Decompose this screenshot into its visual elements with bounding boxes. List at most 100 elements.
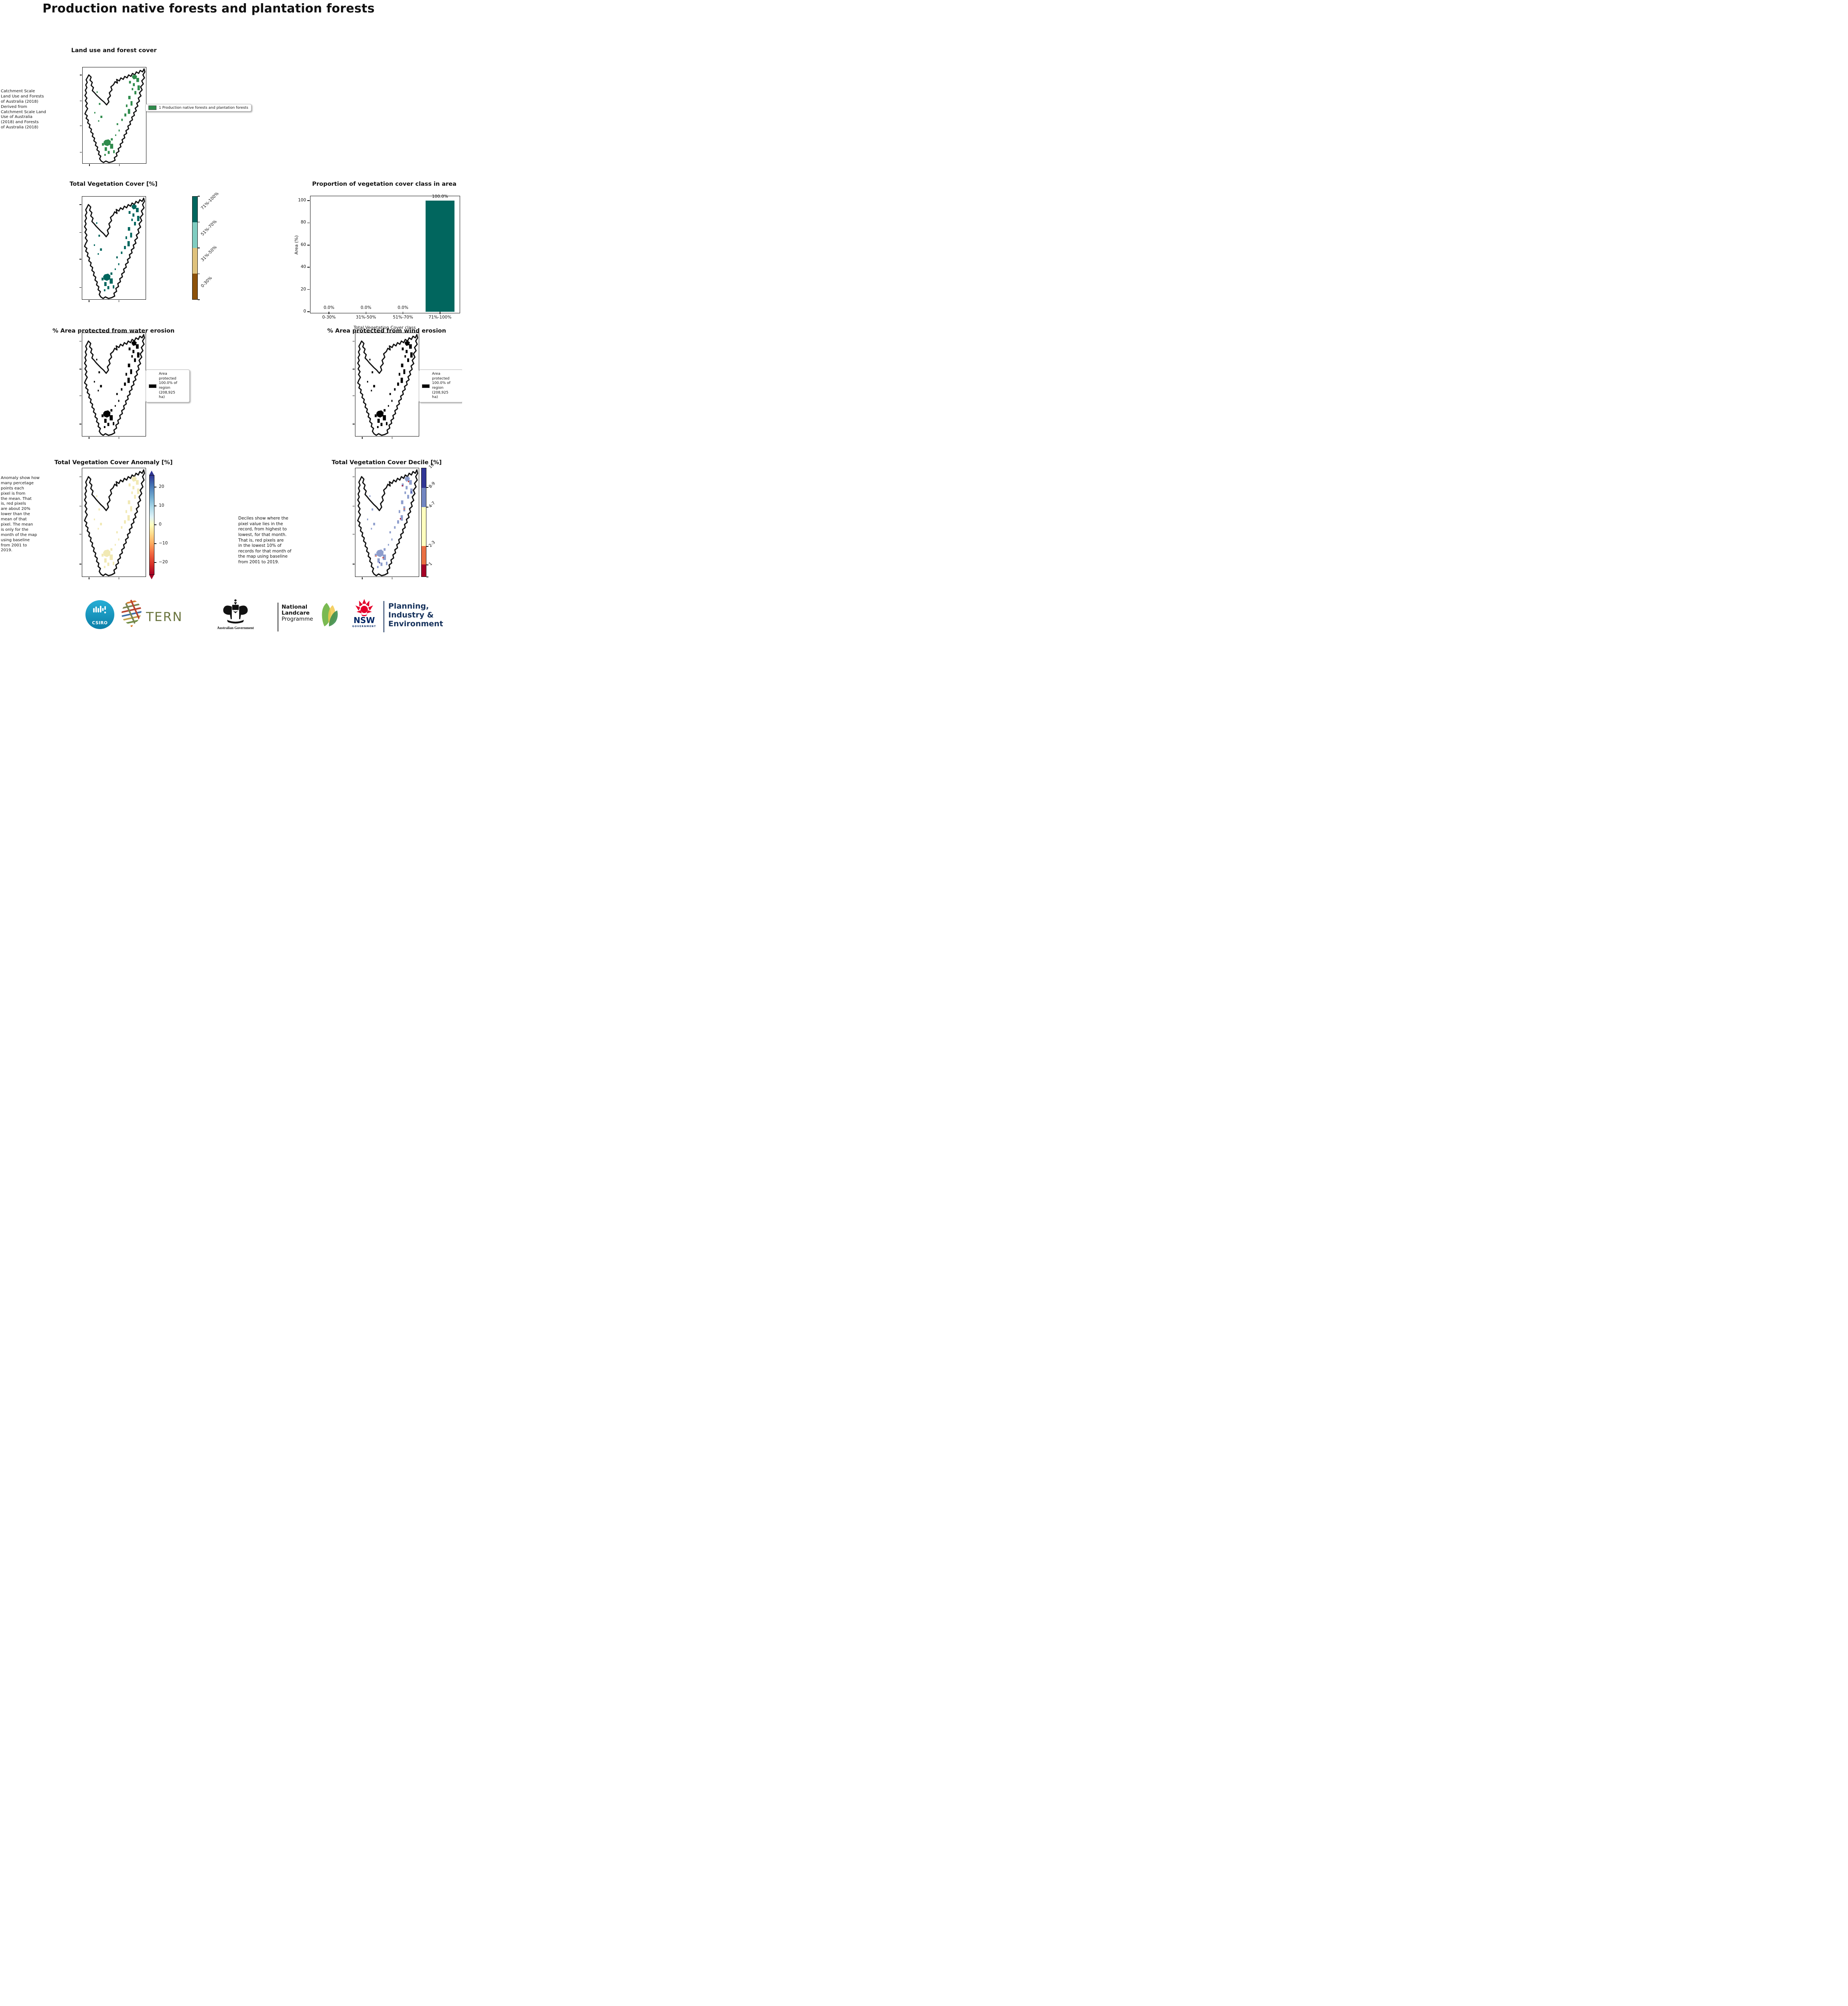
catchment-outline-map xyxy=(357,469,418,577)
map-axis-tick xyxy=(353,534,355,535)
map-axis-tick xyxy=(362,577,363,579)
csiro-logo: CSIRO xyxy=(85,600,114,629)
x-axis-tick-label: 0-30% xyxy=(322,315,336,320)
map-axis-tick xyxy=(79,368,81,370)
x-axis-tick xyxy=(365,312,367,314)
colorbar-class-label: 8-9 xyxy=(428,481,436,489)
catchment-outline-map xyxy=(84,68,146,163)
bar-value-label: 100.0% xyxy=(432,194,448,199)
map-axis-tick xyxy=(353,368,355,370)
colorbar-segment xyxy=(422,468,426,488)
anomaly-caption: Anomaly show how many percetage points e… xyxy=(1,476,40,553)
colorbar-class-label: 4-7 xyxy=(428,500,436,509)
anomaly-map-title: Total Vegetation Cover Anomaly [%] xyxy=(54,459,173,466)
protected-area-swatch xyxy=(422,384,430,388)
colorbar-class-label: 51%-70% xyxy=(200,219,218,237)
landcare-logo-text: National Landcare Programme xyxy=(282,604,313,622)
wind-erosion-legend: Area protected 100.0% of region (208,925… xyxy=(419,370,462,403)
map-axis-tick xyxy=(79,259,81,260)
y-axis-tick-label: 20 xyxy=(300,286,306,292)
y-axis-tick xyxy=(307,245,310,246)
x-axis-tick-label: 31%-50% xyxy=(356,315,376,320)
colorbar-tick-label: 20 xyxy=(159,484,164,489)
map-axis-tick xyxy=(353,341,355,342)
colorbar-tick xyxy=(198,299,200,300)
landcare-line1: National xyxy=(282,604,308,610)
y-axis-tick-label: 100 xyxy=(298,198,306,203)
x-axis-tick-label: 51%-70% xyxy=(393,315,413,320)
water-erosion-legend-label: Area protected 100.0% of region (208,925… xyxy=(159,372,177,400)
colorbar-tick-label: 0 xyxy=(159,522,162,527)
map-axis-tick xyxy=(79,534,81,535)
map-axis-tick xyxy=(392,437,393,439)
catchment-outline-map xyxy=(84,469,145,577)
page-title: Production native forests and plantation… xyxy=(43,2,375,16)
nsw-government-label: GOVERNMENT xyxy=(352,625,376,628)
colorbar-tick xyxy=(154,543,156,544)
landuse-map-title: Land use and forest cover xyxy=(71,47,157,54)
colorbar-gradient xyxy=(149,475,154,575)
decile-map xyxy=(353,468,419,579)
colorbar-class-label: 1 xyxy=(428,561,433,567)
y-axis-tick xyxy=(307,289,310,290)
map-axis-tick xyxy=(118,300,120,302)
map-axis-tick xyxy=(89,164,90,166)
map-axis-tick xyxy=(79,287,81,288)
anomaly-colorbar: 20 10 0 −10 −20 xyxy=(149,471,205,580)
y-axis-tick-label: 80 xyxy=(300,220,306,225)
y-axis-tick-label: 40 xyxy=(300,264,306,270)
y-axis-tick-label: 60 xyxy=(300,242,306,247)
catchment-outline-map xyxy=(84,334,145,436)
dpie-line2: Industry & xyxy=(388,611,434,620)
bar-value-label: 0.0% xyxy=(361,305,371,310)
y-axis-tick xyxy=(307,311,310,312)
colorbar-segment xyxy=(422,564,426,577)
map-axis-tick xyxy=(79,341,81,342)
colorbar-tick xyxy=(426,564,428,565)
colorbar-segment xyxy=(422,507,426,546)
australian-government-crest-icon xyxy=(223,599,248,624)
map-axis-tick xyxy=(79,232,81,233)
x-axis-tick xyxy=(402,312,404,314)
landcare-leaf-icon xyxy=(322,603,338,627)
water-erosion-legend: Area protected 100.0% of region (208,925… xyxy=(146,370,190,403)
colorbar-arrow-down xyxy=(149,575,154,579)
colorbar-segment xyxy=(193,222,197,248)
bar-value-label: 0.0% xyxy=(398,305,408,310)
report-page: Production native forests and plantation… xyxy=(0,0,462,641)
map-axis-tick xyxy=(362,437,363,439)
csiro-wave-icon xyxy=(93,605,106,613)
anomaly-map xyxy=(79,468,146,579)
landuse-legend: 1 Production native forests and plantati… xyxy=(145,104,252,112)
vegcover-map xyxy=(79,196,146,302)
decile-map-title: Total Vegetation Cover Decile [%] xyxy=(331,459,442,466)
colorbar-class-label: 2-3 xyxy=(428,540,436,548)
landuse-caption: Catchment Scale Land Use and Forests of … xyxy=(1,89,46,130)
footer-divider xyxy=(383,601,384,632)
colorbar-segment xyxy=(193,248,197,274)
y-axis-tick xyxy=(307,267,310,268)
australian-government-label: Australian Government xyxy=(217,626,254,630)
colorbar-class-label: 0-30% xyxy=(200,275,213,288)
landuse-map xyxy=(80,67,146,166)
x-axis-tick-label: 71%-100% xyxy=(428,315,452,320)
map-axis-tick xyxy=(392,577,393,579)
proportion-bar-chart: 0 20 40 60 80 100 0-30% 0.0% 31%-50% 0.0% 51%-70% 0… xyxy=(298,194,460,320)
vegcover-colorbar: 71%-100% 51%-70% 31%-50% 0-30% xyxy=(192,191,252,300)
catchment-outline-map xyxy=(84,197,145,299)
colorbar-arrow-up xyxy=(149,471,154,475)
dpie-line1: Planning, xyxy=(388,602,429,611)
nsw-label: NSW xyxy=(353,615,375,625)
map-axis-tick xyxy=(79,506,81,507)
bar-chart-xlabel: Total Vegetation Cover class xyxy=(353,325,416,330)
bar-value-label: 0.0% xyxy=(323,305,335,310)
landcare-line2: Landcare xyxy=(282,609,310,616)
vegcover-map-title: Total Vegetation Cover [%] xyxy=(69,181,158,187)
wind-erosion-map xyxy=(353,333,419,439)
map-axis-tick xyxy=(80,100,82,102)
decile-colorbar: 10 8-9 4-7 2-3 1 xyxy=(421,462,462,577)
protected-area-swatch xyxy=(149,384,156,388)
y-axis-tick xyxy=(307,200,310,201)
colorbar-tick xyxy=(154,524,156,525)
colorbar-segment xyxy=(422,546,426,565)
